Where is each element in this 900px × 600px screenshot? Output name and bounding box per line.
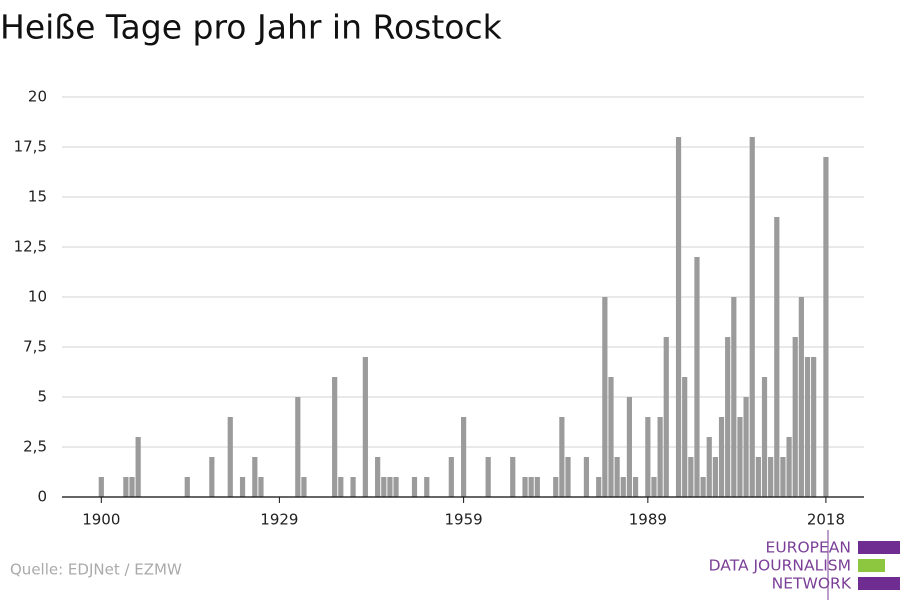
bar — [98, 477, 104, 497]
bar — [718, 417, 725, 497]
bar — [761, 377, 768, 497]
bar — [338, 477, 344, 497]
bar — [350, 477, 356, 497]
logo-text: NETWORK — [772, 575, 852, 593]
bar — [448, 457, 454, 497]
logo-text: EUROPEAN — [766, 539, 851, 557]
bar — [534, 477, 540, 497]
bar — [712, 457, 718, 497]
y-tick-label: 20 — [28, 88, 47, 106]
bar — [461, 417, 467, 497]
bar — [743, 397, 749, 497]
logo-bar — [858, 559, 885, 572]
bar — [135, 437, 141, 497]
bar — [252, 457, 258, 497]
x-tick-label: 2018 — [807, 511, 845, 529]
bar — [123, 477, 129, 497]
bar — [675, 137, 682, 497]
bar — [510, 457, 516, 497]
bar — [780, 457, 786, 497]
bar — [485, 457, 491, 497]
source: Quelle: EDJNet / EZMW — [10, 561, 182, 579]
bar — [774, 217, 780, 497]
bar — [798, 297, 804, 497]
bar — [387, 477, 393, 497]
bar — [737, 417, 743, 497]
bar — [651, 477, 657, 497]
bar — [559, 417, 565, 497]
bar — [424, 477, 430, 497]
bar — [620, 477, 626, 497]
bar — [381, 477, 387, 497]
logo-bar — [858, 577, 900, 590]
y-tick-label: 0 — [37, 488, 47, 506]
bar — [614, 457, 620, 497]
x-tick-label: 1959 — [445, 511, 483, 529]
bar — [786, 437, 792, 497]
logo-text: DATA JOURNALISM — [709, 557, 851, 575]
bar — [632, 477, 639, 497]
y-tick-label: 17,5 — [14, 138, 47, 156]
bar — [694, 257, 700, 497]
x-tick-label: 1929 — [260, 511, 298, 529]
bar — [725, 337, 731, 497]
y-tick-label: 2,5 — [23, 438, 47, 456]
x-tick-label: 1900 — [82, 511, 120, 529]
bar — [608, 377, 614, 497]
bar — [768, 457, 774, 497]
bar — [645, 417, 651, 497]
y-tick-label: 10 — [28, 288, 47, 306]
bar — [663, 337, 669, 497]
bar — [792, 337, 798, 497]
bar — [706, 437, 712, 497]
bar — [522, 477, 528, 497]
y-tick-label: 12,5 — [14, 238, 47, 256]
bar — [804, 357, 811, 497]
bar — [565, 457, 571, 497]
bar — [239, 477, 246, 497]
logo-bar — [858, 541, 900, 554]
bar — [362, 357, 368, 497]
bar — [528, 477, 534, 497]
bar — [411, 477, 418, 497]
bar — [332, 377, 338, 497]
bar — [393, 477, 399, 497]
bar — [749, 137, 755, 497]
bar — [301, 477, 307, 497]
bar — [129, 477, 135, 497]
bar — [688, 457, 694, 497]
bar — [731, 297, 737, 497]
bar — [602, 297, 608, 497]
bar — [596, 477, 602, 497]
bar — [626, 397, 633, 497]
bar — [209, 457, 215, 497]
bar — [553, 477, 559, 497]
bar — [682, 377, 688, 497]
bar — [184, 477, 190, 497]
y-tick-label: 5 — [37, 388, 47, 406]
y-tick-label: 15 — [28, 188, 47, 206]
chart-title: Heiße Tage pro Jahr in Rostock — [0, 8, 503, 47]
bar — [657, 417, 663, 497]
bar — [583, 457, 590, 497]
bar — [227, 417, 233, 497]
bar — [375, 457, 381, 497]
bar — [823, 157, 829, 497]
x-tick-label: 1989 — [629, 511, 667, 529]
bar — [258, 477, 264, 497]
y-tick-label: 7,5 — [23, 338, 47, 356]
bar — [700, 477, 706, 497]
bar — [811, 357, 817, 497]
bar — [755, 457, 761, 497]
bar — [295, 397, 301, 497]
